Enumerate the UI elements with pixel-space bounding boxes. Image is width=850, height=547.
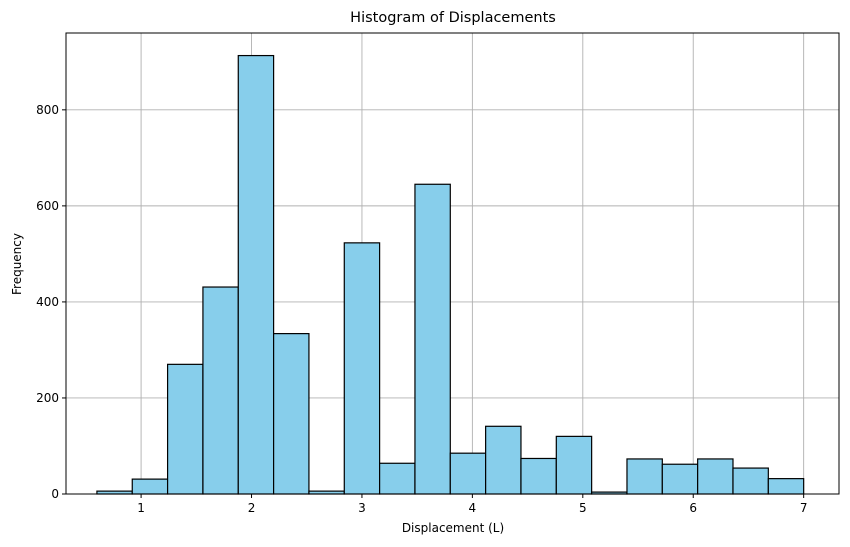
- histogram-bar: [485, 425, 522, 495]
- histogram-bar: [414, 183, 451, 495]
- histogram-bar: [767, 478, 805, 495]
- y-tick-label: 800: [36, 103, 59, 117]
- histogram-bar: [131, 478, 169, 495]
- x-tick-label: 4: [469, 501, 477, 515]
- y-axis-label: Frequency: [10, 233, 24, 295]
- y-tick-label: 200: [36, 391, 59, 405]
- y-tick-label: 0: [51, 487, 59, 501]
- x-tick-label: 3: [358, 501, 366, 515]
- histogram-bar: [732, 467, 769, 495]
- histogram-bar: [626, 458, 663, 495]
- y-tick-label: 600: [36, 199, 59, 213]
- y-tick-label: 400: [36, 295, 59, 309]
- x-axis-label: Displacement (L): [402, 521, 504, 535]
- histogram-bar: [202, 286, 239, 495]
- histogram-bar: [697, 458, 734, 495]
- chart-title: Histogram of Displacements: [350, 10, 556, 26]
- histogram-bar: [555, 435, 593, 495]
- x-tick-label: 5: [579, 501, 587, 515]
- x-tick-label: 2: [248, 501, 256, 515]
- histogram-bar: [379, 462, 416, 495]
- histogram-bar: [449, 452, 487, 495]
- histogram-bar: [237, 54, 275, 495]
- ticks-layer: 1 2 3 4 5 6 7 0 200 400 600 800: [36, 103, 807, 515]
- x-tick-label: 6: [689, 501, 697, 515]
- histogram-bar: [166, 363, 204, 495]
- histogram-bar: [520, 457, 557, 495]
- histogram-bar: [661, 463, 699, 495]
- plot-area-frame: [65, 32, 840, 495]
- x-tick-label: 7: [800, 501, 808, 515]
- bars-layer: [96, 54, 805, 495]
- histogram-bar: [273, 333, 310, 495]
- histogram-bar: [343, 242, 381, 495]
- x-tick-label: 1: [137, 501, 145, 515]
